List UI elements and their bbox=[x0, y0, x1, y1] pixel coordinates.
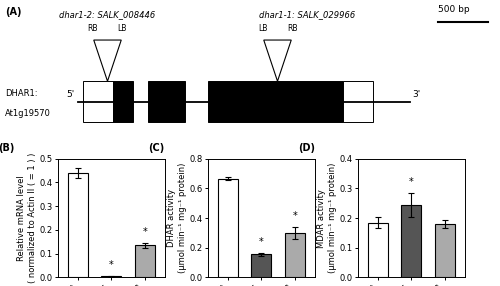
Text: (A): (A) bbox=[5, 7, 21, 17]
Bar bbox=[68, 173, 87, 277]
Text: LB: LB bbox=[118, 24, 127, 33]
Text: RB: RB bbox=[287, 24, 298, 33]
Text: (D): (D) bbox=[298, 143, 316, 153]
Text: *: * bbox=[409, 177, 414, 187]
Text: 3': 3' bbox=[412, 90, 421, 99]
Text: 500 bp: 500 bp bbox=[438, 5, 469, 14]
Y-axis label: DHAR activity
(μmol min⁻¹ mg⁻¹ protein): DHAR activity (μmol min⁻¹ mg⁻¹ protein) bbox=[167, 163, 186, 273]
Bar bbox=[401, 205, 421, 277]
Text: dhar1-2: SALK_008446: dhar1-2: SALK_008446 bbox=[60, 10, 156, 19]
Polygon shape bbox=[94, 40, 121, 81]
Text: *: * bbox=[259, 237, 264, 247]
Text: *: * bbox=[142, 227, 147, 237]
Text: 5': 5' bbox=[67, 90, 75, 99]
Bar bbox=[251, 255, 272, 277]
Bar bbox=[148, 81, 185, 122]
Text: (C): (C) bbox=[148, 143, 164, 153]
Bar bbox=[218, 179, 238, 277]
Text: DHAR1:: DHAR1: bbox=[5, 89, 38, 98]
Bar bbox=[112, 81, 132, 122]
Text: dhar1-1: SALK_029966: dhar1-1: SALK_029966 bbox=[260, 10, 356, 19]
Bar bbox=[82, 81, 112, 122]
Bar bbox=[285, 233, 305, 277]
Text: LB: LB bbox=[258, 24, 268, 33]
Bar bbox=[101, 276, 121, 277]
Text: (B): (B) bbox=[0, 143, 14, 153]
Text: *: * bbox=[109, 260, 114, 270]
Bar bbox=[208, 81, 342, 122]
Y-axis label: MDAR activity
(μmol min⁻¹ mg⁻¹ protein): MDAR activity (μmol min⁻¹ mg⁻¹ protein) bbox=[317, 163, 336, 273]
Bar bbox=[342, 81, 372, 122]
Y-axis label: Relative mRNA level
( normalized to Actin II ( = 1 ) ): Relative mRNA level ( normalized to Acti… bbox=[17, 153, 36, 283]
Text: *: * bbox=[292, 211, 297, 221]
Bar bbox=[435, 224, 455, 277]
Text: RB: RB bbox=[88, 24, 98, 33]
Bar bbox=[368, 223, 388, 277]
Bar bbox=[135, 245, 155, 277]
Text: At1g19570: At1g19570 bbox=[5, 109, 51, 118]
Polygon shape bbox=[264, 40, 291, 81]
